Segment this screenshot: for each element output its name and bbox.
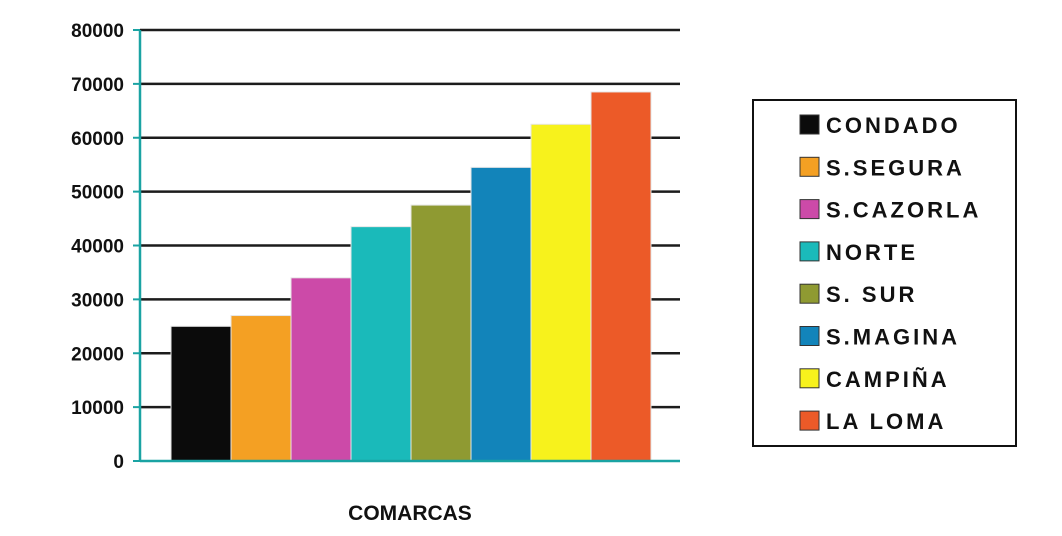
legend-item: S. SUR: [799, 282, 917, 307]
legend-label: S. SUR: [826, 282, 917, 307]
legend-item: CAMPIÑA: [799, 367, 950, 392]
legend-swatch: [799, 241, 820, 262]
legend-label: S.SEGURA: [826, 155, 965, 180]
legend-swatch: [799, 156, 820, 177]
y-tick-label: 70000: [71, 75, 124, 96]
legend-label: LA LOMA: [826, 409, 946, 434]
y-tick-label: 80000: [71, 21, 124, 42]
legend-swatch: [799, 326, 820, 346]
y-tick-label: 50000: [71, 183, 124, 204]
x-axis-title: COMARCAS: [348, 502, 472, 525]
y-tick-label: 40000: [71, 237, 124, 258]
legend-label: S.MAGINA: [826, 325, 960, 350]
legend-box: [752, 99, 1017, 447]
legend-label: S.CAZORLA: [826, 198, 981, 223]
legend-label: NORTE: [826, 240, 918, 265]
y-tick-label: 60000: [71, 129, 124, 150]
y-tick-label: 10000: [71, 398, 124, 419]
legend-label: CAMPIÑA: [826, 367, 950, 392]
legend-item: S.MAGINA: [799, 325, 960, 350]
y-tick-label: 0: [113, 452, 124, 473]
bar-campiña: [530, 123, 592, 462]
legend-item: NORTE: [799, 240, 918, 265]
legend-swatch: [799, 199, 820, 220]
legend: CONDADO S.SEGURA S.CAZORLA NORTE S. SUR S.MAG…: [752, 99, 1017, 447]
legend-swatch: [799, 283, 820, 304]
legend-items: CONDADO S.SEGURA S.CAZORLA NORTE S. SUR S.MAG…: [799, 113, 981, 434]
bar-s-magina: [470, 166, 532, 462]
bar-s-cazorla: [290, 277, 352, 462]
y-axis-ticks: 0 10000 20000 30000 40000 50000 60000 70000 8000…: [71, 21, 140, 473]
legend-swatch: [799, 368, 820, 389]
axes: [138, 30, 680, 463]
legend-item: LA LOMA: [799, 409, 946, 434]
y-tick-label: 30000: [71, 290, 124, 311]
legend-swatch: [799, 410, 820, 431]
bar-norte: [350, 226, 412, 462]
legend-item: S.CAZORLA: [799, 198, 981, 223]
bars: [170, 91, 652, 462]
legend-swatch: [799, 114, 820, 135]
bar-la-loma: [590, 91, 652, 462]
legend-label: CONDADO: [826, 113, 961, 138]
bar-s-sur: [410, 204, 472, 462]
bar-condado: [170, 325, 232, 462]
bar-s-segura: [230, 315, 292, 462]
legend-item: CONDADO: [799, 113, 961, 138]
y-tick-label: 20000: [71, 344, 124, 365]
legend-item: S.SEGURA: [799, 155, 965, 180]
